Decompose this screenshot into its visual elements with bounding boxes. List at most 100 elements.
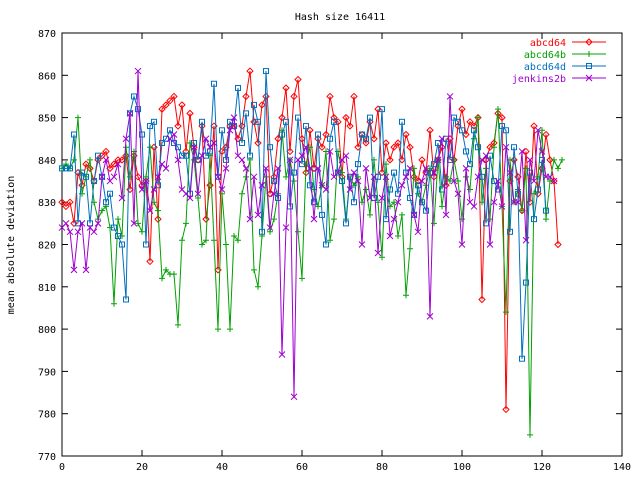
data-point — [339, 178, 345, 185]
data-point — [135, 106, 141, 113]
data-point — [222, 165, 230, 172]
data-point — [514, 198, 522, 206]
data-point — [258, 181, 266, 189]
data-point — [214, 173, 222, 181]
data-point — [170, 92, 178, 101]
data-point — [371, 194, 377, 201]
chart-title: Hash size 16411 — [295, 12, 385, 23]
data-point — [546, 156, 554, 164]
data-point — [291, 178, 297, 185]
data-point — [215, 326, 221, 333]
data-point — [294, 75, 302, 84]
x-tick-label: 60 — [296, 462, 308, 473]
data-point — [554, 240, 562, 249]
data-point — [390, 215, 398, 223]
legend-marker — [586, 51, 592, 57]
data-point — [535, 186, 541, 193]
data-point — [503, 127, 509, 134]
data-point — [199, 118, 205, 125]
data-point — [75, 220, 81, 227]
data-point — [543, 216, 549, 223]
data-point — [406, 143, 414, 151]
data-point — [126, 110, 134, 117]
data-point — [282, 224, 290, 231]
data-point — [363, 135, 369, 142]
data-point — [179, 237, 185, 244]
data-point — [527, 431, 533, 438]
legend-item-abcd64: abcd64 — [530, 38, 606, 49]
data-point — [367, 114, 373, 121]
data-point — [543, 207, 549, 214]
data-point — [123, 296, 129, 303]
data-point — [555, 165, 561, 172]
data-point — [235, 237, 241, 244]
data-point — [434, 156, 442, 164]
data-point — [483, 220, 489, 227]
data-point — [350, 169, 358, 176]
y-tick-label: 770 — [38, 452, 56, 463]
data-point — [354, 177, 362, 185]
data-point — [219, 127, 225, 134]
data-point — [326, 92, 334, 101]
data-point — [178, 101, 186, 109]
data-point — [323, 241, 329, 248]
x-tick-label: 20 — [136, 462, 148, 473]
data-point — [171, 271, 177, 278]
data-point — [138, 186, 146, 193]
data-point — [363, 186, 369, 193]
data-point — [163, 135, 169, 142]
data-point — [366, 194, 374, 202]
data-point — [431, 220, 437, 227]
y-tick-label: 840 — [38, 156, 56, 167]
data-point — [62, 202, 70, 211]
data-point — [310, 215, 318, 223]
data-point — [283, 173, 289, 180]
data-point — [438, 143, 446, 151]
data-point — [70, 266, 78, 274]
data-point — [559, 156, 565, 163]
data-point — [226, 126, 234, 134]
data-point — [367, 211, 373, 218]
data-point — [403, 292, 409, 299]
data-point — [94, 219, 102, 227]
data-point — [442, 211, 450, 219]
data-point — [71, 131, 77, 138]
data-point — [391, 169, 397, 176]
data-point — [166, 96, 174, 105]
data-point — [235, 84, 241, 91]
data-point — [507, 228, 513, 235]
data-point — [115, 233, 121, 240]
data-point — [387, 186, 393, 193]
data-point — [239, 139, 245, 146]
data-point — [299, 161, 305, 168]
series-abcd64b — [59, 106, 565, 438]
data-point — [342, 113, 350, 122]
data-point — [182, 147, 190, 156]
data-point — [71, 156, 77, 163]
data-point — [183, 220, 189, 227]
data-point — [522, 236, 530, 244]
data-point — [370, 135, 378, 143]
data-point — [211, 237, 217, 244]
data-point — [102, 147, 110, 156]
data-point — [422, 165, 430, 172]
data-point — [134, 67, 142, 75]
data-point — [467, 161, 473, 168]
x-tick-label: 100 — [453, 462, 471, 473]
data-point — [486, 143, 494, 151]
data-point — [335, 169, 341, 176]
data-point — [370, 173, 378, 181]
data-point — [203, 237, 209, 244]
data-point — [402, 130, 410, 139]
legend-label: abcd64b — [524, 50, 566, 61]
data-point — [243, 110, 249, 117]
data-point — [470, 122, 478, 130]
data-point — [251, 266, 257, 273]
data-point — [142, 177, 150, 185]
data-point — [319, 211, 325, 218]
data-point — [502, 405, 510, 414]
data-point — [267, 144, 273, 151]
data-point — [87, 156, 93, 163]
data-point — [150, 186, 158, 193]
